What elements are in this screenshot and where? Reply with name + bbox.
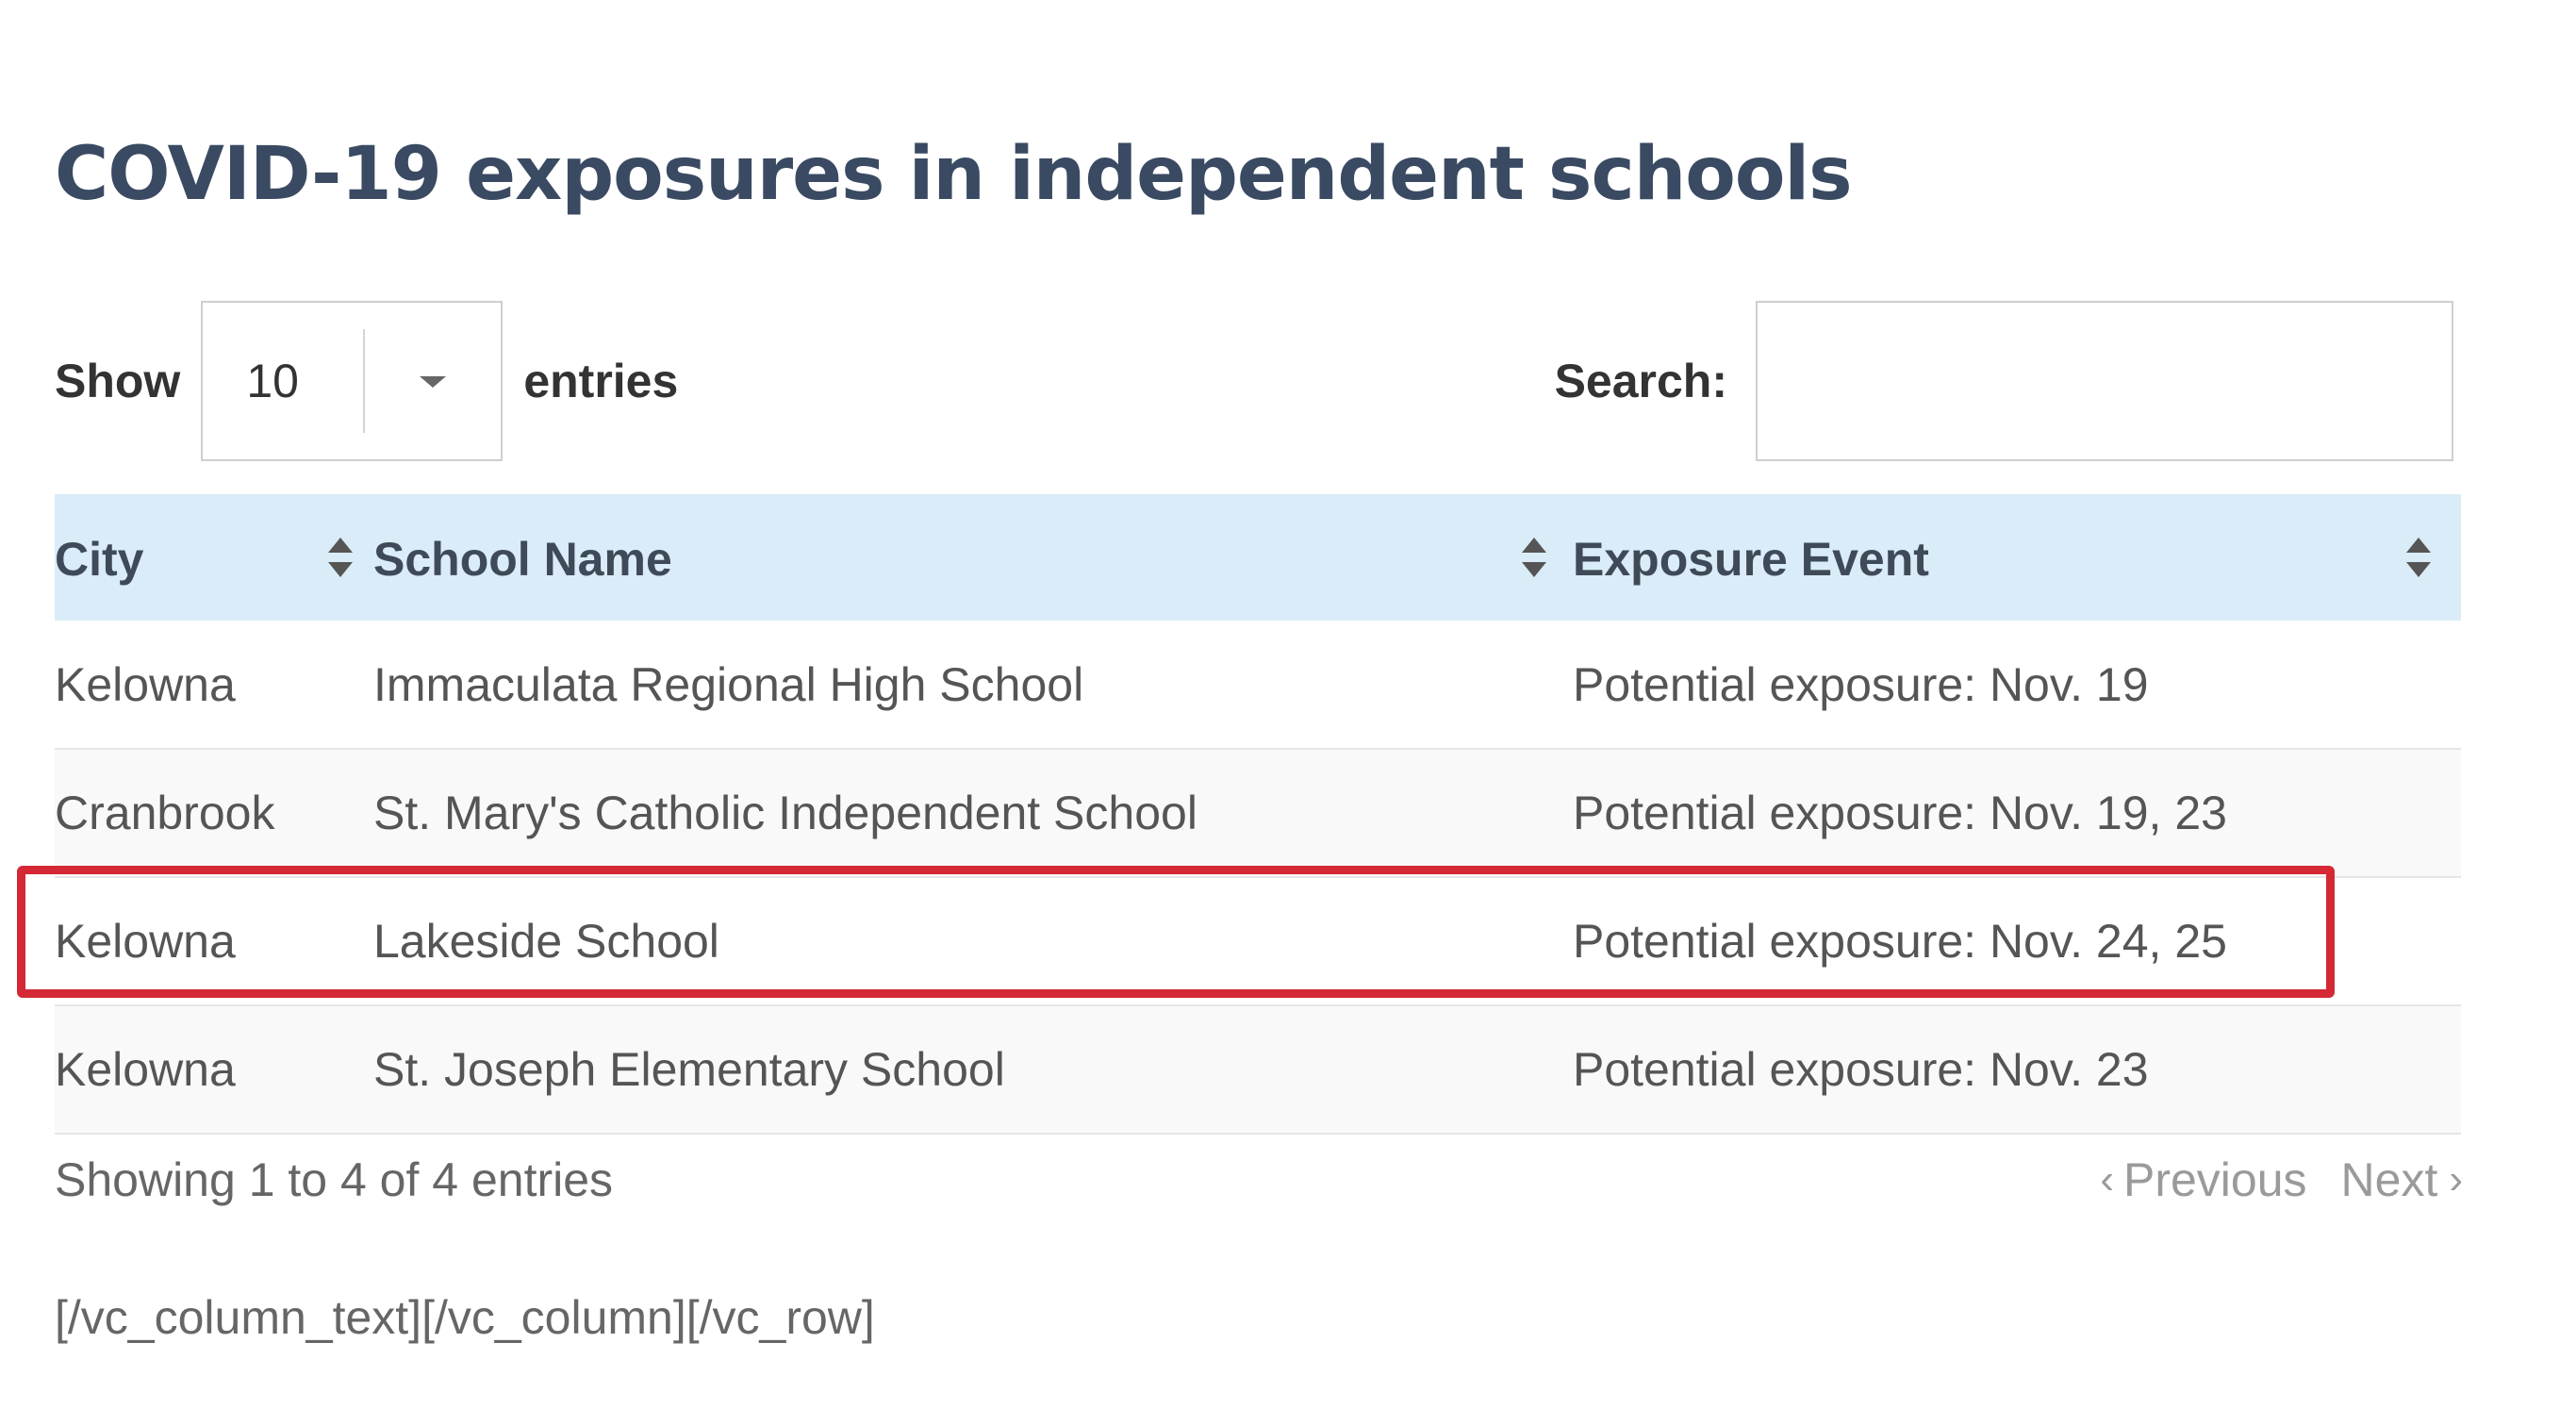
column-header-school-name[interactable]: School Name	[373, 494, 1573, 621]
length-control: Show 10 entries	[55, 300, 678, 462]
search-control: Search:	[1555, 300, 2453, 462]
table-controls: Show 10 entries Search:	[55, 300, 2453, 462]
cell-school-name: St. Joseph Elementary School	[373, 1043, 1005, 1096]
column-header-exposure-event-label: Exposure Event	[1573, 532, 1929, 586]
chevron-left-icon: ‹	[2100, 1156, 2114, 1202]
cell-school-name: Immaculata Regional High School	[373, 657, 1084, 711]
cell-city: Cranbrook	[55, 787, 275, 839]
show-label: Show	[55, 355, 181, 407]
cell-city: Kelowna	[55, 1043, 236, 1096]
table-header-row: City School Name Exposure Event	[55, 494, 2461, 621]
next-button[interactable]: Next ›	[2341, 1152, 2463, 1207]
table-row: Kelowna Immaculata Regional High School …	[55, 621, 2461, 749]
next-label: Next	[2340, 1153, 2438, 1206]
sort-icon	[328, 538, 355, 577]
page-title: COVID-19 exposures in independent school…	[55, 132, 1853, 217]
cell-exposure-event: Potential exposure: Nov. 23	[1573, 1043, 2149, 1096]
cell-school-name: Lakeside School	[373, 915, 719, 968]
cell-school-name: St. Mary's Catholic Independent School	[373, 787, 1197, 839]
sort-icon	[1522, 538, 1548, 577]
shortcode-text: [/vc_column_text][/vc_column][/vc_row]	[55, 1291, 875, 1344]
table-row-highlighted: Kelowna Lakeside School Potential exposu…	[55, 877, 2461, 1005]
entries-label: entries	[523, 355, 679, 407]
table-row: Kelowna St. Joseph Elementary School Pot…	[55, 1005, 2461, 1134]
table-row: Cranbrook St. Mary's Catholic Independen…	[55, 749, 2461, 877]
cell-exposure-event: Potential exposure: Nov. 19, 23	[1573, 787, 2227, 839]
table-info: Showing 1 to 4 of 4 entries	[55, 1153, 614, 1206]
chevron-right-icon: ›	[2449, 1156, 2463, 1202]
cell-exposure-event: Potential exposure: Nov. 19	[1573, 657, 2149, 711]
cell-city: Kelowna	[55, 657, 236, 711]
cell-city: Kelowna	[55, 915, 236, 968]
previous-label: Previous	[2123, 1153, 2307, 1206]
select-divider	[363, 329, 366, 433]
chevron-down-icon	[420, 376, 447, 388]
column-header-city-label: City	[55, 532, 144, 586]
exposures-table: City School Name Exposure Event Kelowna …	[55, 494, 2461, 1135]
search-label: Search:	[1554, 355, 1727, 407]
entries-per-page-select[interactable]: 10	[201, 301, 504, 461]
search-input[interactable]	[1756, 301, 2453, 461]
column-header-school-name-label: School Name	[373, 532, 672, 586]
previous-button[interactable]: ‹ Previous	[2100, 1152, 2306, 1207]
pagination: ‹ Previous Next ›	[2100, 1152, 2463, 1207]
column-header-exposure-event[interactable]: Exposure Event	[1573, 494, 2461, 621]
entries-per-page-value: 10	[246, 355, 299, 407]
sort-icon	[2406, 538, 2433, 577]
cell-exposure-event: Potential exposure: Nov. 24, 25	[1573, 915, 2227, 968]
column-header-city[interactable]: City	[55, 494, 373, 621]
